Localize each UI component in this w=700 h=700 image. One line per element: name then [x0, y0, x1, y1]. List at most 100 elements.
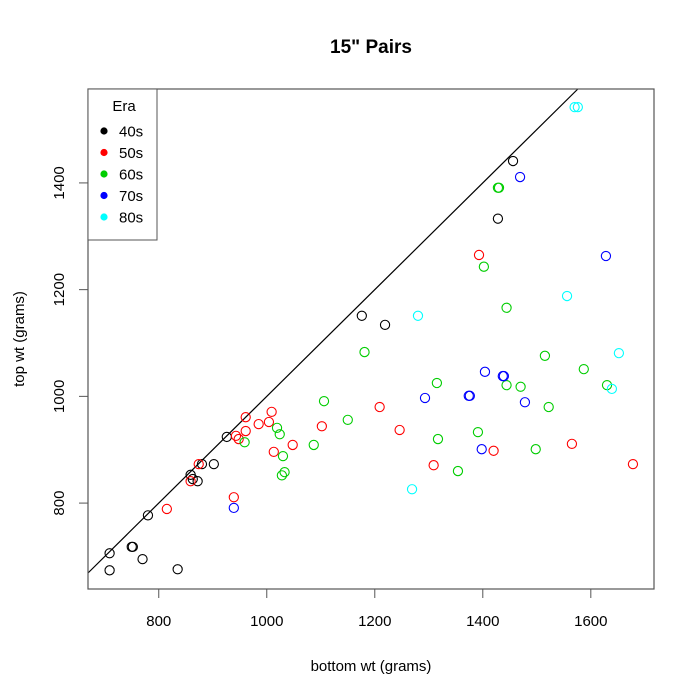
series-40s [104, 155, 519, 576]
data-point [431, 377, 443, 389]
legend-dot-icon [100, 127, 108, 135]
x-axis: 800 1000 1200 1400 1600 [146, 588, 607, 630]
series-80s [406, 101, 625, 495]
data-point [127, 541, 138, 552]
data-point [488, 445, 499, 456]
legend-entry-50s: 50s [100, 145, 143, 162]
y-tick-label: 800 [51, 491, 68, 516]
legend-label: 40s [119, 124, 143, 141]
data-point [394, 424, 405, 436]
data-point [476, 444, 487, 455]
data-point [192, 476, 203, 487]
data-point [263, 416, 275, 428]
legend-dot-icon [100, 148, 108, 157]
data-point [428, 460, 439, 471]
data-point [276, 470, 288, 481]
data-point [287, 439, 298, 451]
y-tick-label: 1400 [51, 166, 68, 199]
plot-frame [87, 88, 655, 590]
legend-label: 50s [119, 145, 143, 162]
data-point [185, 476, 196, 487]
data-point [374, 401, 385, 413]
legend-dot-icon [100, 213, 108, 221]
data-point [233, 433, 244, 445]
data-point [432, 433, 444, 445]
data-point [514, 171, 526, 183]
x-tick-label: 1600 [574, 613, 607, 630]
x-tick-label: 800 [146, 613, 171, 630]
data-point [228, 502, 239, 514]
x-tick-label: 1400 [466, 613, 499, 630]
data-point [253, 418, 264, 430]
data-point [515, 381, 526, 392]
data-point [230, 430, 242, 442]
data-point [193, 458, 204, 470]
data-point [279, 466, 290, 478]
data-point [104, 548, 115, 559]
data-point [208, 458, 219, 470]
data-point [478, 261, 490, 272]
data-point [142, 510, 154, 521]
data-point [543, 401, 554, 413]
data-point [196, 458, 208, 470]
data-point [472, 426, 484, 438]
data-point [473, 249, 485, 261]
legend-box [87, 88, 158, 241]
data-point [493, 182, 505, 193]
data-point [137, 553, 148, 565]
data-point [479, 366, 491, 377]
data-point [240, 412, 251, 423]
series-70s [228, 171, 612, 514]
data-point [239, 437, 250, 448]
data-point [572, 101, 583, 113]
series-60s [239, 182, 613, 481]
data-point [569, 101, 580, 113]
reference-line [87, 88, 579, 574]
data-point [566, 438, 578, 450]
legend-dot-icon [100, 191, 108, 200]
chart-title: 15" Pairs [330, 37, 412, 58]
data-point [530, 444, 541, 455]
legend-label: 70s [119, 188, 143, 205]
data-point [277, 450, 289, 462]
plot-area [87, 88, 639, 576]
data-point [161, 503, 173, 515]
data-point [600, 250, 612, 262]
data-point [412, 310, 424, 321]
data-point [316, 421, 328, 432]
x-tick-label: 1200 [358, 613, 391, 630]
data-point [172, 564, 183, 575]
data-point [308, 439, 319, 451]
data-point [561, 290, 573, 302]
data-point [379, 319, 391, 331]
data-point [498, 370, 510, 382]
data-point [359, 346, 370, 358]
data-point [228, 492, 239, 503]
data-point [271, 422, 283, 433]
y-tick-label: 1000 [51, 380, 68, 413]
data-point [606, 383, 618, 395]
data-point [268, 446, 279, 458]
data-point [519, 397, 531, 408]
legend: Era 40s 50s 60s 70s 80s [87, 88, 158, 241]
legend-dot-icon [100, 170, 108, 178]
data-point [221, 431, 232, 443]
legend-entry-60s: 60s [100, 167, 143, 184]
data-point [613, 347, 625, 359]
data-point [187, 473, 198, 485]
legend-entry-70s: 70s [100, 188, 143, 205]
data-point [419, 392, 431, 404]
data-point [240, 425, 251, 437]
data-point [492, 213, 504, 224]
data-point [342, 414, 353, 425]
data-point [507, 155, 519, 167]
data-point [464, 390, 475, 401]
data-point [318, 396, 330, 407]
x-axis-label: bottom wt (grams) [311, 658, 432, 675]
data-point [266, 406, 277, 417]
data-point [501, 380, 512, 391]
legend-entry-40s: 40s [100, 124, 143, 141]
x-tick-label: 1000 [250, 613, 283, 630]
data-point [501, 302, 512, 313]
